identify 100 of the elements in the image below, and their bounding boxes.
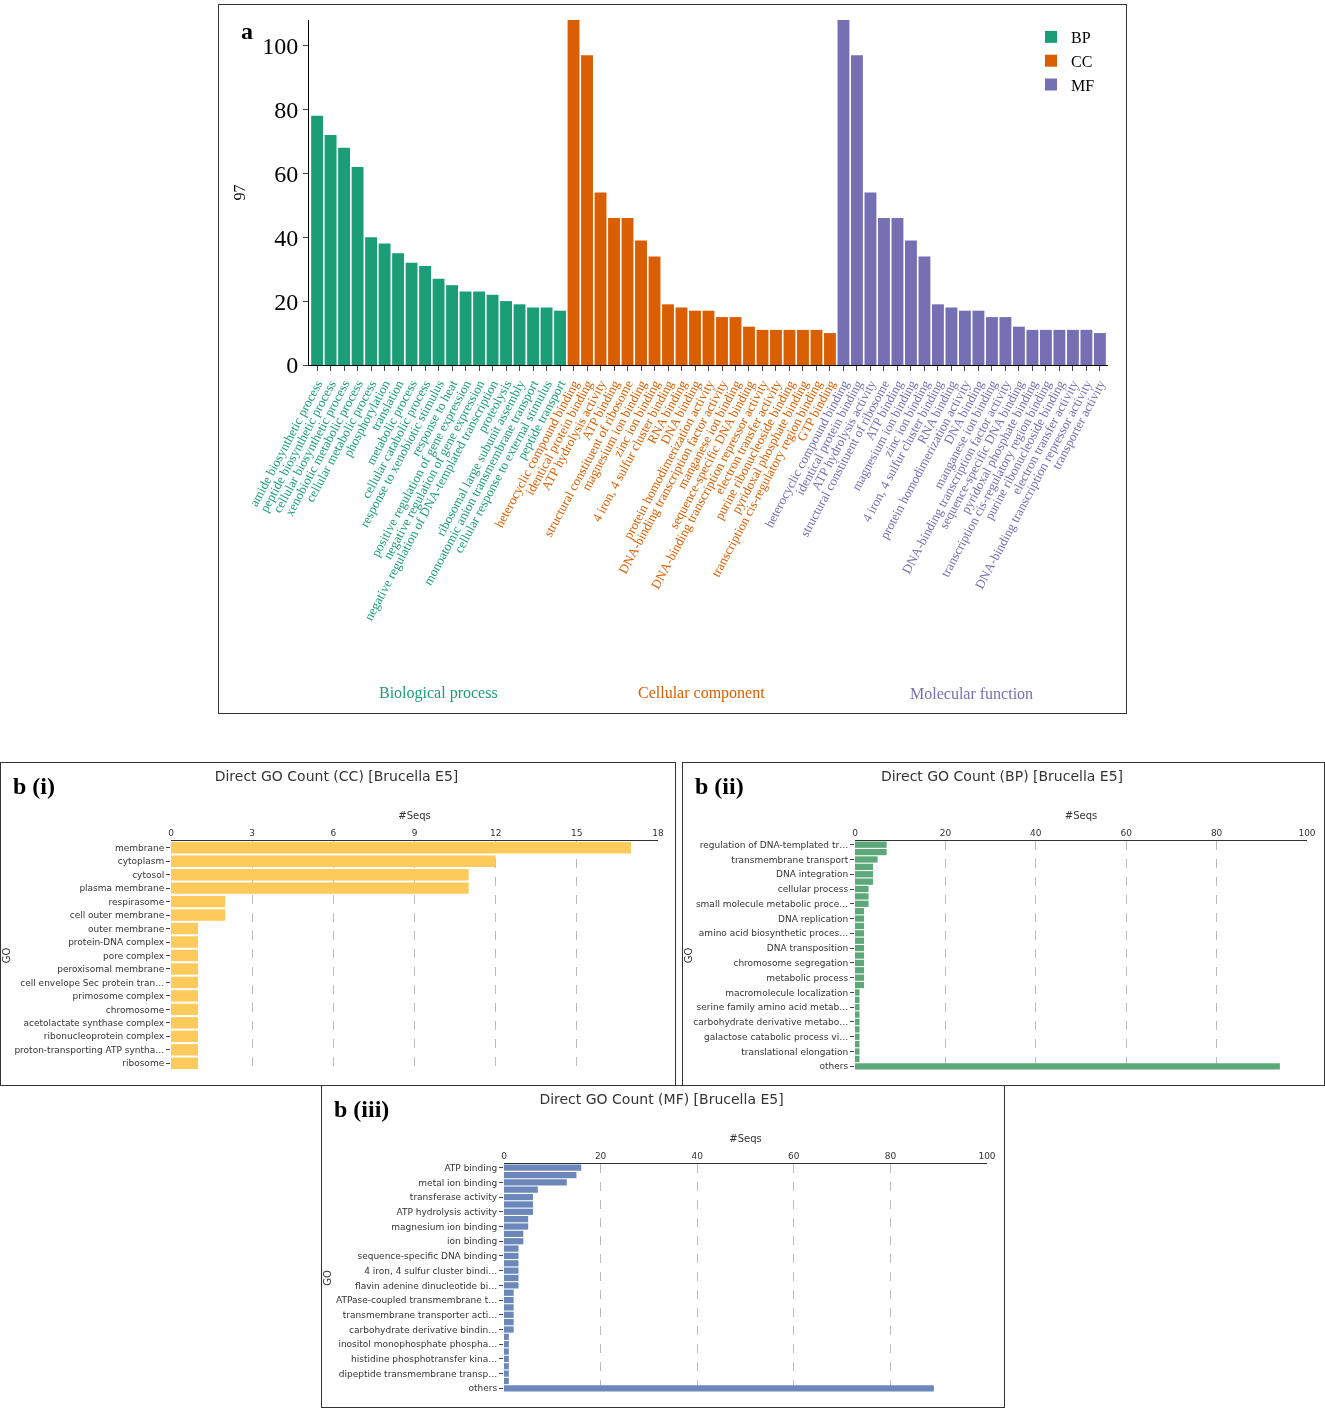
- y-tick-label: histidine phosphotransfer kina…: [351, 1354, 498, 1365]
- x-axis-title: #Seqs: [398, 810, 431, 822]
- bar: [824, 333, 836, 365]
- y-tick-label: ribosome: [122, 1058, 165, 1069]
- bar: [527, 307, 539, 365]
- bar: [648, 256, 661, 365]
- bar: [171, 882, 469, 894]
- bar: [770, 329, 782, 365]
- y-tick-label: chromosome segregation: [733, 958, 849, 969]
- bar: [837, 20, 850, 365]
- bar: [171, 1057, 199, 1069]
- y-tick-label: 40: [274, 224, 299, 251]
- bar: [171, 976, 199, 989]
- x-tick-label: 0: [168, 827, 175, 838]
- x-tick-label: 60: [1120, 827, 1133, 838]
- y-tick-label: ATP hydrolysis activity: [396, 1206, 498, 1217]
- y-tick-label: others: [819, 1061, 849, 1072]
- x-tick-label: 80: [1210, 827, 1223, 838]
- text: Molecular function: [910, 685, 1034, 702]
- x-tick-label: 0: [501, 1150, 508, 1161]
- y-tick-label: sequence-specific DNA binding: [357, 1251, 498, 1262]
- bar: [662, 304, 674, 365]
- bar: [540, 307, 553, 365]
- text: Biological process: [379, 684, 498, 702]
- bar: [171, 842, 631, 854]
- bar: [783, 329, 796, 365]
- y-tick-label: 0: [286, 352, 299, 379]
- y-tick-label: 4 iron, 4 sulfur cluster bindi…: [364, 1265, 498, 1276]
- y-tick-label: DNA integration: [776, 869, 849, 880]
- y-tick-label: 60: [274, 160, 299, 187]
- bar: [675, 307, 688, 365]
- y-tick-label: pore complex: [102, 950, 165, 961]
- y-tick-label: magnesium ion binding: [391, 1221, 498, 1232]
- bar: [621, 218, 634, 365]
- bar: [554, 310, 566, 365]
- y-tick-label: transferase activity: [409, 1192, 498, 1203]
- bar: [756, 329, 769, 365]
- text: b (i): [13, 773, 55, 799]
- legend-label: BP: [1071, 29, 1091, 47]
- x-tick-label: 9: [411, 827, 418, 838]
- y-axis-title: GO: [322, 1270, 333, 1286]
- bar: [171, 936, 199, 948]
- y-axis-title: 97: [231, 184, 249, 201]
- bar: [594, 192, 607, 365]
- bar: [171, 922, 199, 935]
- y-tick-label: 100: [262, 32, 299, 59]
- y-tick-label: cell envelope Sec protein tran…: [20, 977, 165, 988]
- bar: [171, 895, 226, 908]
- x-tick-label: 0: [852, 827, 859, 838]
- bar: [311, 115, 324, 365]
- y-tick-label: macromolecule localization: [725, 987, 849, 998]
- y-tick-label: proton-transporting ATP syntha…: [14, 1044, 165, 1055]
- y-tick-label: carbohydrate derivative bindin…: [349, 1324, 498, 1335]
- y-tick-label: cytoplasm: [117, 856, 165, 867]
- bar: [729, 317, 742, 365]
- text: b (iii): [334, 1096, 390, 1122]
- x-tick-label: 100: [1298, 827, 1316, 838]
- y-axis-title: GO: [1, 947, 12, 964]
- y-tick-label: respirasome: [108, 896, 165, 907]
- chart-title: Direct GO Count (BP) [Brucella E5]: [880, 767, 1124, 784]
- x-tick-label: 40: [1030, 827, 1042, 838]
- bar: [171, 990, 199, 1002]
- y-tick-label: regulation of DNA-templated tr…: [699, 839, 849, 850]
- y-tick-label: galactose catabolic process vi…: [704, 1031, 849, 1042]
- y-tick-label: serine family amino acid metab…: [696, 1002, 849, 1013]
- chart-title: Direct GO Count (CC) [Brucella E5]: [214, 767, 459, 784]
- bar: [716, 317, 728, 365]
- bar: [171, 949, 199, 962]
- y-tick-label: membrane: [114, 842, 165, 853]
- y-axis-title: GO: [683, 947, 694, 964]
- y-tick-label: acetolactate synthase complex: [23, 1018, 165, 1028]
- bar: [851, 55, 863, 365]
- chart-title: Direct GO Count (MF) [Brucella E5]: [539, 1090, 784, 1107]
- legend-label: MF: [1071, 76, 1095, 94]
- y-tick-label: 80: [274, 96, 299, 123]
- x-tick-label: 100: [978, 1150, 996, 1161]
- x-tick-label: 80: [884, 1150, 897, 1161]
- y-tick-label: cellular process: [777, 884, 849, 895]
- bar: [932, 304, 944, 365]
- y-tick-label: transmembrane transporter acti…: [342, 1309, 498, 1320]
- y-tick-label: small molecule metabolic proce…: [695, 898, 849, 909]
- y-tick-label: others: [468, 1383, 498, 1394]
- x-tick-label: 20: [939, 827, 952, 838]
- bar: [171, 1030, 199, 1043]
- bar: [945, 307, 958, 365]
- bar: [635, 240, 647, 365]
- x-tick-label: 6: [330, 827, 337, 838]
- y-tick-label: ion binding: [447, 1236, 498, 1247]
- y-tick-label: cytosol: [132, 869, 165, 880]
- bar: [171, 1044, 199, 1056]
- text: a: [241, 18, 253, 44]
- x-axis-title: #Seqs: [729, 1133, 762, 1145]
- y-tick-label: translational elongation: [741, 1046, 849, 1057]
- y-tick-label: DNA replication: [778, 913, 849, 924]
- bar: [689, 310, 701, 365]
- y-tick-label: 20: [274, 288, 299, 315]
- bar: [486, 294, 499, 365]
- bar: [905, 240, 917, 365]
- y-tick-label: chromosome: [105, 1004, 165, 1015]
- bar: [608, 218, 620, 365]
